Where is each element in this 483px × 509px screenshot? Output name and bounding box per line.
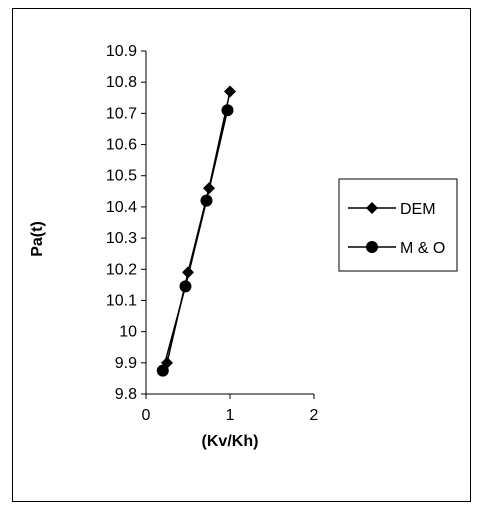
y-tick-label: 10.9: [106, 43, 137, 60]
data-point-circle: [221, 104, 234, 117]
y-tick-label: 10.4: [106, 199, 137, 216]
data-point-circle: [179, 280, 192, 293]
legend-item: M & O: [348, 240, 445, 257]
legend-marker-diamond: [366, 202, 378, 214]
y-tick-label: 10.3: [106, 230, 137, 247]
legend-item: DEM: [348, 201, 436, 218]
x-axis-title: (Kv/Kh): [202, 433, 259, 450]
y-tick-label: 10.7: [106, 105, 137, 122]
y-axis-title: Pa(t): [29, 221, 46, 257]
legend-label: DEM: [400, 201, 436, 218]
x-tick-label: 0: [142, 407, 151, 424]
y-tick-label: 10: [119, 324, 137, 341]
series-group: [156, 85, 236, 377]
data-point-circle: [200, 194, 213, 207]
x-tick-label: 2: [310, 407, 319, 424]
y-tick-label: 9.9: [115, 355, 137, 372]
y-tick-label: 10.1: [106, 292, 137, 309]
legend-label: M & O: [400, 240, 445, 257]
data-point-diamond: [182, 266, 194, 279]
y-tick-labels: 9.8 9.9 10 10.1 10.2 10.3 10.4 10.5 10.6 10.7 10.8…: [106, 43, 137, 403]
y-tick-label: 10.2: [106, 261, 137, 278]
legend-box: [338, 178, 458, 272]
y-tick-label: 9.8: [115, 386, 137, 403]
legend-marker-circle: [366, 241, 378, 253]
chart: 9.89.91010.110.210.310.410.510.610.710.8…: [12, 8, 471, 502]
x-tick-label: 1: [226, 407, 235, 424]
y-tick-label: 10.5: [106, 168, 137, 185]
data-point-diamond: [224, 85, 236, 98]
axes: [141, 50, 315, 399]
legend: DEM M & O: [338, 178, 458, 272]
data-point-circle: [156, 364, 169, 377]
y-tick-label: 10.8: [106, 74, 137, 91]
chart-frame: 9.8 9.9 10 10.1 10.2 10.3 10.4 10.5 10.6 10.7 10.8…: [12, 8, 471, 502]
x-tick-labels: 0 1 2: [142, 407, 319, 424]
series-m-and-o: [156, 104, 234, 377]
y-tick-label: 10.6: [106, 137, 137, 154]
series-line: [162, 110, 229, 371]
